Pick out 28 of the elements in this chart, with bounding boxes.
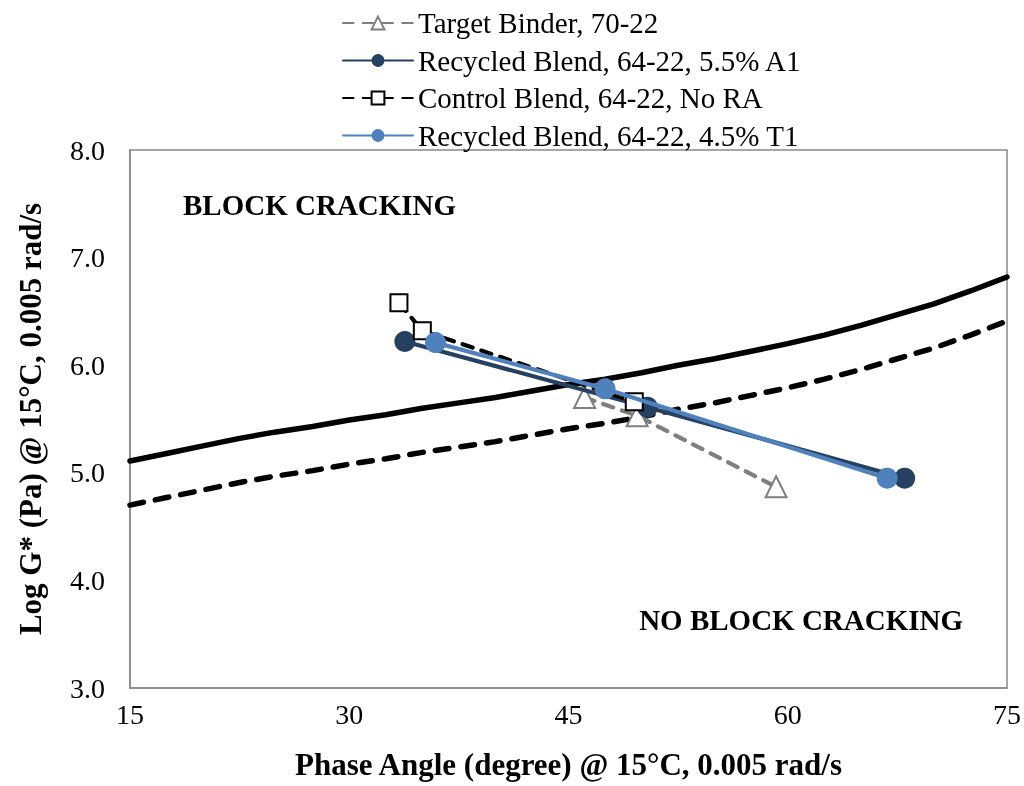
point [876,467,898,489]
annotation: NO BLOCK CRACKING [639,603,963,636]
point [594,378,616,400]
legend-label: Control Blend, 64-22, No RA [418,82,763,114]
x-tick-label: 75 [993,698,1021,730]
annotation: BLOCK CRACKING [183,188,457,221]
point [394,331,416,353]
point [425,332,446,354]
legend-label: Target Binder, 70-22 [418,7,659,39]
y-axis-title: Log G* (Pa) @ 15°C, 0.005 rad/s [13,202,48,636]
x-tick-label: 60 [773,698,802,730]
point [412,321,432,341]
point [894,467,916,489]
legend-label: Recycled Blend, 64-22, 4.5% T1 [418,119,799,152]
point [389,293,409,313]
point [573,385,597,409]
x-axis-title: Phase Angle (degree) @ 15°C, 0.005 rad/s [295,747,842,782]
x-tick-label: 30 [335,698,364,730]
y-tick-label: 3.0 [70,672,105,704]
x-tick-label: 15 [116,698,144,730]
point [764,475,788,499]
y-tick-label: 5.0 [70,457,105,489]
y-tick-label: 7.0 [70,242,105,274]
y-tick-label: 8.0 [70,134,105,166]
legend-label: Recycled Blend, 64-22, 5.5% A1 [418,44,801,77]
x-tick-label: 45 [554,698,583,730]
y-tick-label: 4.0 [70,564,105,596]
y-tick-label: 6.0 [70,349,105,381]
